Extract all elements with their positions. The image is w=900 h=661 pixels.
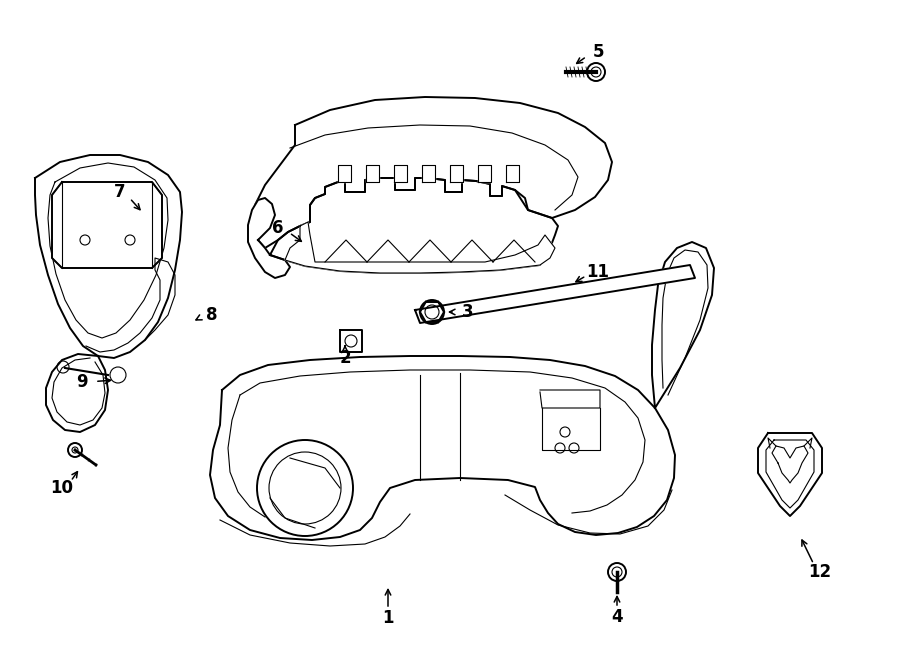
Polygon shape (35, 155, 182, 358)
Polygon shape (248, 198, 290, 278)
Polygon shape (252, 97, 612, 248)
Text: 1: 1 (382, 609, 394, 627)
Polygon shape (46, 354, 108, 432)
Polygon shape (415, 265, 695, 323)
Polygon shape (758, 433, 822, 516)
Polygon shape (285, 222, 555, 273)
Text: 12: 12 (808, 563, 832, 581)
Text: 8: 8 (206, 306, 218, 324)
Polygon shape (450, 165, 463, 182)
Text: 2: 2 (339, 349, 351, 367)
Text: 5: 5 (592, 43, 604, 61)
Polygon shape (506, 165, 519, 182)
Text: 3: 3 (463, 303, 473, 321)
Polygon shape (270, 178, 558, 273)
Polygon shape (338, 165, 351, 182)
Polygon shape (210, 356, 675, 540)
Polygon shape (422, 165, 435, 182)
Polygon shape (394, 165, 407, 182)
Text: 7: 7 (114, 183, 126, 201)
Polygon shape (366, 165, 379, 182)
Text: 6: 6 (272, 219, 284, 237)
Text: 10: 10 (50, 479, 74, 497)
Polygon shape (52, 182, 162, 268)
Text: 9: 9 (76, 373, 88, 391)
Text: 11: 11 (587, 263, 609, 281)
Text: 4: 4 (611, 608, 623, 626)
Polygon shape (478, 165, 491, 182)
Polygon shape (340, 330, 362, 352)
Polygon shape (652, 242, 714, 408)
